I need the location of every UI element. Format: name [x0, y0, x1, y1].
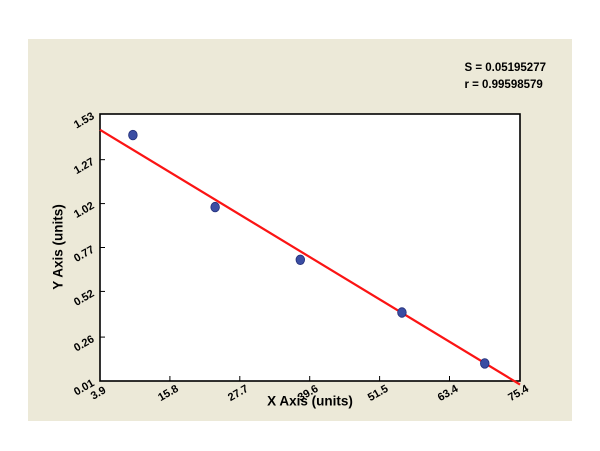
- y-tick-label: 0.26: [72, 333, 97, 354]
- data-point: [397, 307, 407, 318]
- y-tick-label: 0.52: [72, 288, 97, 309]
- x-tick-label: 75.4: [506, 382, 531, 404]
- data-point: [210, 201, 220, 213]
- x-tick-label: 51.5: [366, 383, 391, 404]
- fit-line: [99, 128, 521, 386]
- y-tick-label: 1.27: [72, 156, 97, 177]
- x-tick-label: 27.7: [226, 383, 251, 404]
- x-tick-label: 15.8: [156, 383, 181, 404]
- y-tick-label: 0.77: [72, 244, 97, 265]
- y-tick-label: 1.53: [72, 110, 97, 131]
- x-axis-title: X Axis (units): [267, 393, 353, 409]
- fit-statistics: S = 0.05195277 r = 0.99598579: [464, 60, 546, 94]
- stat-s-value: S = 0.05195277: [464, 62, 546, 74]
- standard-curve-plot: 3.9 15.8 27.7 39.6 51.5 63.4 75.40.010.260.520…: [72, 110, 532, 404]
- x-tick-label: 63.4: [436, 382, 461, 404]
- data-point: [128, 129, 138, 141]
- data-point: [295, 254, 306, 265]
- data-point: [480, 358, 490, 369]
- stat-r-value: r = 0.99598579: [464, 79, 543, 91]
- chart-panel: S = 0.05195277 r = 0.99598579 Y Axis (un…: [28, 39, 572, 421]
- plot-area: [99, 113, 521, 382]
- y-tick-label: 1.02: [72, 200, 97, 221]
